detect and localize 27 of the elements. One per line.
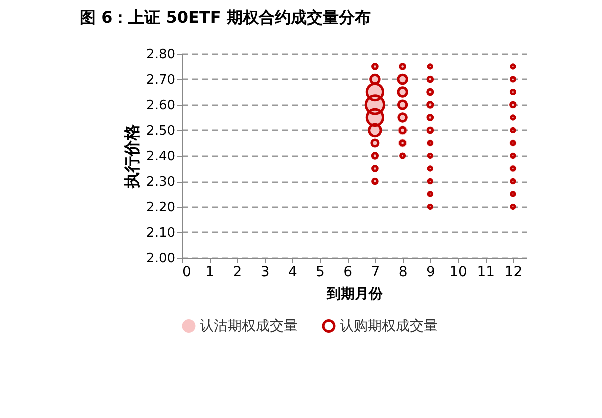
y-axis-title: 执行价格: [122, 124, 142, 190]
legend-label: 认购期权成交量: [340, 318, 438, 334]
y-tick-label: 2.10: [146, 226, 176, 241]
chart-title: 图 6：上证 50ETF 期权合约成交量分布: [80, 8, 371, 27]
x-tick-label: 11: [477, 264, 496, 280]
x-axis-title: 到期月份: [326, 286, 384, 302]
y-tick-label: 2.50: [146, 124, 176, 139]
x-tick-label: 8: [398, 264, 408, 280]
x-tick-label: 0: [182, 264, 192, 280]
y-tick-label: 2.60: [146, 98, 176, 114]
y-tick-label: 2.20: [146, 200, 176, 216]
x-tick-label: 7: [371, 264, 380, 280]
y-tick-label: 2.40: [146, 150, 176, 164]
x-tick-label: 10: [450, 264, 468, 280]
x-tick-label: 9: [426, 264, 436, 280]
y-tick-label: 2.80: [146, 48, 176, 62]
y-tick-label: 2.70: [146, 73, 176, 88]
y-tick-label: 2.30: [146, 175, 176, 190]
x-tick-label: 12: [504, 264, 523, 280]
x-tick-label: 6: [344, 264, 353, 280]
x-tick-label: 1: [206, 264, 215, 280]
x-tick-label: 2: [233, 264, 242, 280]
x-tick-label: 3: [260, 264, 270, 280]
x-tick-label: 5: [316, 264, 325, 280]
legend-label: 认沽期权成交量: [200, 318, 298, 334]
x-tick-label: 4: [288, 264, 298, 280]
y-tick-label: 2.00: [146, 252, 176, 266]
